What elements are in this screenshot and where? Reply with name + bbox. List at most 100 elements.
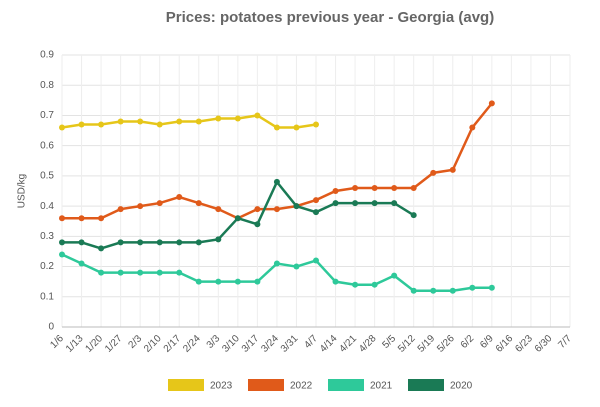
x-tick-label: 2/10 bbox=[142, 333, 164, 355]
x-tick-label: 4/14 bbox=[318, 333, 340, 355]
data-point bbox=[59, 251, 65, 258]
y-tick-label: 0.5 bbox=[40, 171, 54, 182]
data-point bbox=[156, 269, 163, 276]
y-tick-label: 0.2 bbox=[40, 261, 54, 272]
data-point bbox=[313, 121, 319, 128]
data-point bbox=[410, 287, 417, 294]
data-point bbox=[59, 124, 65, 131]
x-tick-label: 6/9 bbox=[478, 333, 496, 351]
data-point bbox=[371, 184, 378, 191]
data-point bbox=[254, 206, 261, 213]
x-tick-label: 6/23 bbox=[513, 333, 535, 355]
data-point bbox=[273, 124, 280, 131]
x-tick-label: 1/27 bbox=[103, 333, 125, 355]
x-tick-label: 1/6 bbox=[48, 333, 66, 351]
y-tick-label: 0.8 bbox=[40, 80, 54, 91]
data-point bbox=[234, 278, 241, 285]
y-tick-label: 0.9 bbox=[40, 50, 54, 61]
data-point bbox=[488, 100, 495, 107]
chart-title: Prices: potatoes previous year - Georgia… bbox=[166, 9, 494, 26]
data-point bbox=[195, 239, 202, 246]
x-tick-label: 3/17 bbox=[240, 333, 262, 355]
data-point bbox=[78, 239, 85, 246]
data-point bbox=[98, 215, 105, 222]
x-tick-label: 2/24 bbox=[181, 333, 203, 355]
legend-label: 2021 bbox=[370, 381, 393, 392]
y-axis-label: USD/kg bbox=[17, 174, 28, 208]
x-tick-label: 6/2 bbox=[459, 333, 477, 351]
data-point bbox=[293, 203, 300, 210]
data-point bbox=[469, 124, 476, 131]
data-point bbox=[176, 118, 183, 125]
data-point bbox=[215, 278, 222, 285]
x-tick-label: 4/28 bbox=[357, 333, 379, 355]
data-point bbox=[234, 115, 241, 122]
x-tick-label: 5/5 bbox=[381, 333, 399, 351]
data-point bbox=[254, 112, 261, 119]
legend-swatch bbox=[168, 379, 204, 391]
data-point bbox=[332, 278, 339, 285]
x-tick-label: 5/26 bbox=[435, 333, 457, 355]
legend-label: 2023 bbox=[210, 381, 233, 392]
data-point bbox=[391, 272, 398, 279]
x-tick-label: 2/3 bbox=[127, 333, 145, 351]
data-point bbox=[273, 178, 280, 185]
x-tick-label: 3/3 bbox=[205, 333, 223, 351]
data-point bbox=[176, 239, 183, 246]
x-tick-label: 1/20 bbox=[84, 333, 106, 355]
data-point bbox=[156, 200, 163, 207]
data-point bbox=[469, 284, 476, 291]
data-point bbox=[215, 115, 222, 122]
data-point bbox=[117, 239, 124, 246]
data-point bbox=[176, 269, 183, 276]
legend-swatch bbox=[248, 379, 284, 391]
y-tick-label: 0.4 bbox=[40, 201, 54, 212]
x-tick-label: 3/24 bbox=[259, 333, 281, 355]
data-point bbox=[430, 169, 437, 176]
data-point bbox=[117, 118, 124, 125]
data-point bbox=[195, 200, 202, 207]
legend-swatch bbox=[408, 379, 444, 391]
data-point bbox=[98, 121, 105, 128]
data-point bbox=[391, 200, 398, 207]
data-point bbox=[352, 200, 359, 207]
y-tick-label: 0.6 bbox=[40, 140, 54, 151]
legend-label: 2020 bbox=[450, 381, 473, 392]
data-point bbox=[410, 184, 417, 191]
data-point bbox=[391, 184, 398, 191]
y-tick-label: 0.3 bbox=[40, 231, 54, 242]
x-tick-label: 3/31 bbox=[279, 333, 301, 355]
data-point bbox=[176, 194, 183, 201]
data-point bbox=[137, 118, 144, 125]
data-point bbox=[313, 197, 319, 204]
data-point bbox=[488, 284, 495, 291]
data-point bbox=[449, 166, 456, 173]
data-point bbox=[332, 188, 339, 194]
data-point bbox=[332, 200, 339, 207]
y-tick-label: 0 bbox=[48, 322, 54, 333]
series-line bbox=[61, 114, 317, 129]
x-tick-label: 1/13 bbox=[64, 333, 86, 355]
data-point bbox=[371, 281, 378, 288]
x-tick-label: 4/7 bbox=[302, 333, 320, 351]
data-point bbox=[410, 212, 417, 219]
data-point bbox=[449, 287, 456, 294]
data-point bbox=[293, 263, 300, 270]
data-point bbox=[117, 206, 124, 213]
data-point bbox=[156, 239, 163, 246]
data-point bbox=[78, 260, 85, 267]
data-point bbox=[137, 269, 144, 276]
x-tick-label: 3/10 bbox=[220, 333, 242, 355]
data-point bbox=[215, 236, 222, 243]
legend-swatch bbox=[328, 379, 364, 391]
data-point bbox=[254, 278, 261, 285]
data-point bbox=[59, 215, 65, 222]
data-point bbox=[371, 200, 378, 207]
data-point bbox=[352, 281, 359, 288]
data-point bbox=[195, 118, 202, 125]
data-point bbox=[117, 269, 124, 276]
y-tick-label: 0.7 bbox=[40, 110, 54, 121]
data-point bbox=[98, 245, 105, 252]
data-point bbox=[293, 124, 300, 131]
x-tick-label: 6/16 bbox=[494, 333, 516, 355]
